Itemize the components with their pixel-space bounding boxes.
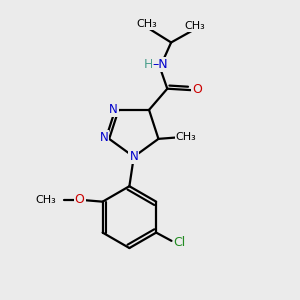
Text: O: O [192, 83, 202, 96]
Text: CH₃: CH₃ [176, 132, 196, 142]
Text: –N: –N [153, 58, 168, 71]
Text: N: N [109, 103, 118, 116]
Text: N: N [100, 131, 109, 144]
Text: Cl: Cl [174, 236, 186, 249]
Text: H: H [144, 58, 153, 71]
Text: CH₃: CH₃ [36, 195, 56, 205]
Text: CH₃: CH₃ [184, 21, 205, 31]
Text: O: O [75, 193, 85, 206]
Text: CH₃: CH₃ [136, 19, 157, 29]
Text: N: N [129, 150, 138, 163]
